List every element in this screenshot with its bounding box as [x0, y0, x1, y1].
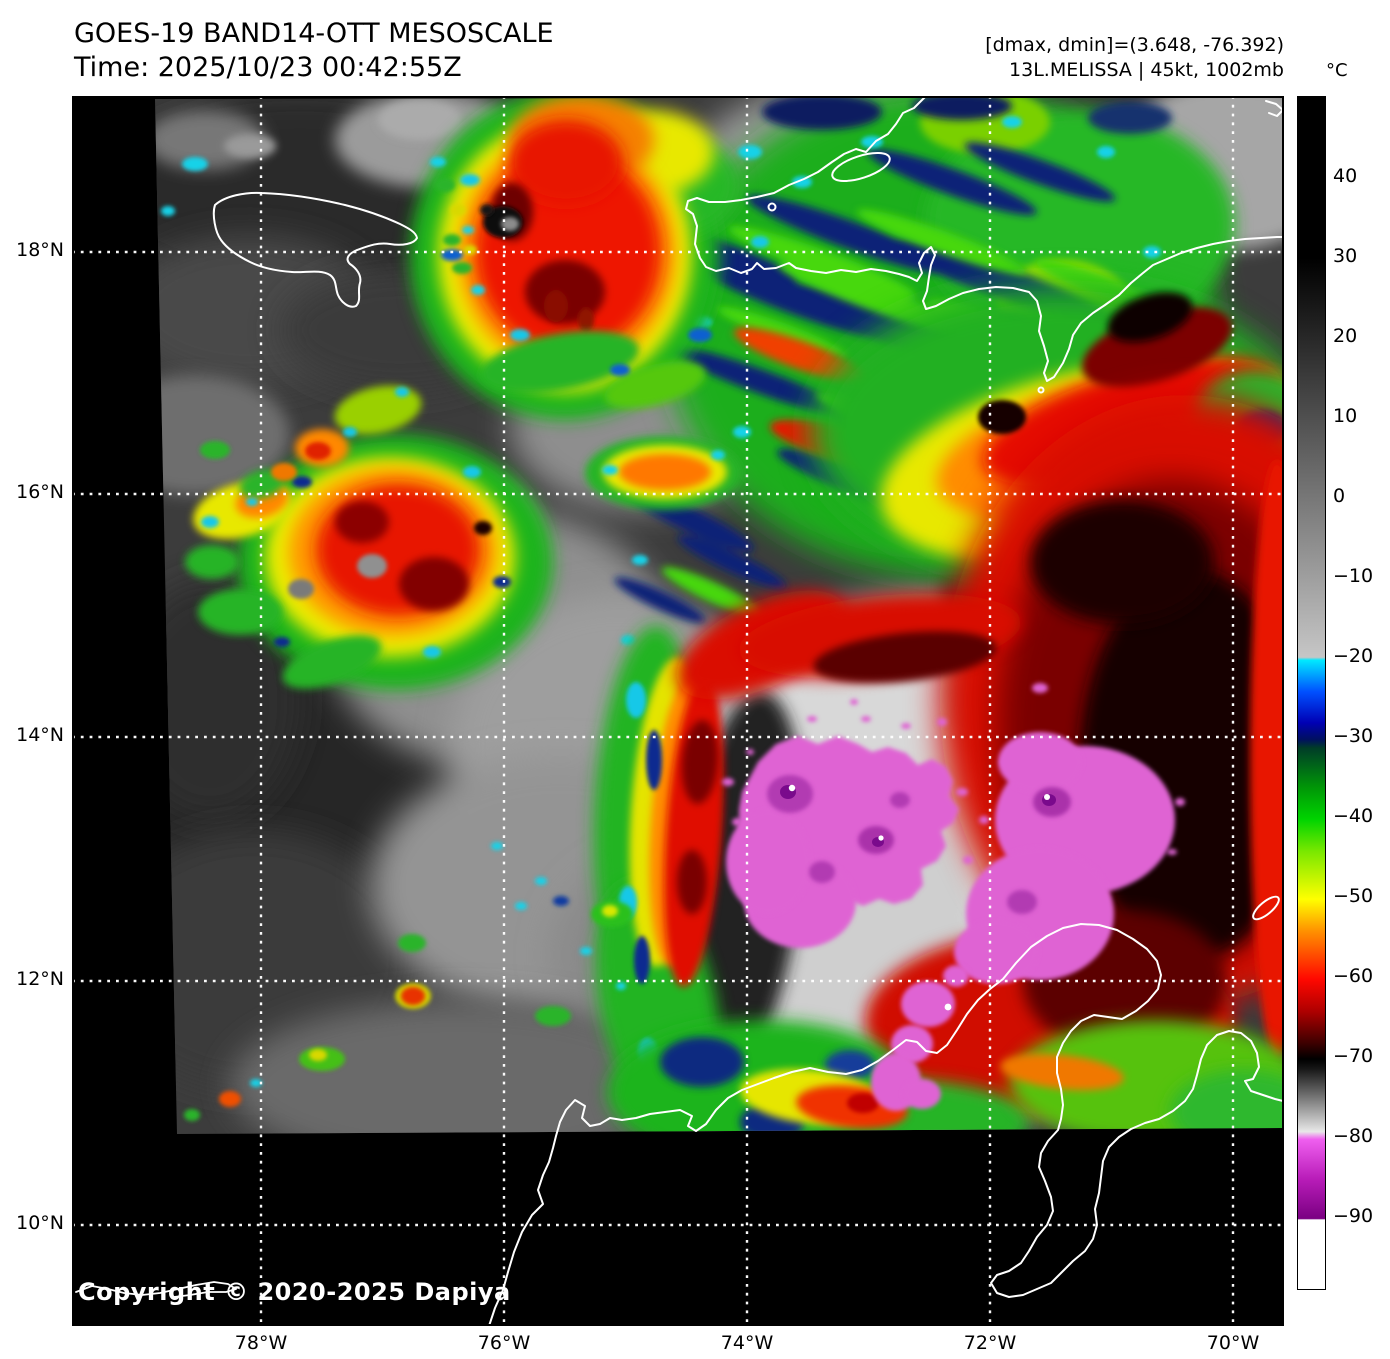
lon-label-70w: 70°W: [1206, 1332, 1260, 1354]
coastline-islet: [767, 202, 777, 212]
lon-label-76w: 76°W: [477, 1332, 531, 1354]
colorbar-tick-40: 40: [1333, 165, 1358, 187]
coastlines: [75, 96, 1284, 1326]
colorbar-tick-m10: −10: [1333, 565, 1374, 587]
cold-ring-south: [607, 1020, 1283, 1134]
colorbar-tick-m50: −50: [1333, 885, 1374, 907]
coastline-aruba: [1252, 895, 1280, 921]
scattered-cells: [161, 157, 633, 1121]
coastline-beata-islet: [1037, 386, 1045, 394]
lat-label-10n: 10°N: [16, 1212, 64, 1234]
colorbar: [1297, 96, 1326, 1290]
copyright-watermark: Copyright © 2020-2025 Dapiya: [78, 1278, 511, 1306]
lat-label-12n: 12°N: [16, 968, 64, 990]
coastline-south-america: [488, 923, 1284, 1326]
lat-label-14n: 14°N: [16, 724, 64, 746]
colorbar-tick-10: 10: [1333, 405, 1358, 427]
small-cell-chain: [200, 385, 422, 506]
lat-label-18n: 18°N: [16, 239, 64, 261]
lon-label-78w: 78°W: [234, 1332, 288, 1354]
colorbar-tick-0: 0: [1333, 485, 1346, 507]
coastline-hispaniola: [685, 96, 1284, 382]
storm-info-annotation: 13L.MELISSA | 45kt, 1002mb: [1009, 59, 1284, 81]
timestamp: Time: 2025/10/23 00:42:55Z: [74, 52, 462, 83]
convective-complex-north: [410, 97, 769, 420]
lat-label-16n: 16°N: [16, 481, 64, 503]
page-title: GOES-19 BAND14-OTT MESOSCALE: [74, 18, 554, 49]
coastline-panama: [75, 1281, 237, 1298]
satellite-map: [72, 96, 1284, 1326]
data-range-annotation: [dmax, dmin]=(3.648, -76.392): [985, 34, 1284, 56]
coastline-gonave-island: [831, 152, 891, 182]
colorbar-tick-30: 30: [1333, 245, 1358, 267]
lon-label-72w: 72°W: [963, 1332, 1017, 1354]
colorbar-tick-20: 20: [1333, 325, 1358, 347]
colorbar-tick-m60: −60: [1333, 965, 1374, 987]
cold-ring-west: [585, 436, 1022, 1128]
graticule-gridlines: [72, 96, 1284, 1326]
convective-complex-west: [185, 434, 553, 690]
colorbar-tick-m90: −90: [1333, 1205, 1374, 1227]
colorbar-tick-m70: −70: [1333, 1045, 1374, 1067]
colorbar-tick-m20: −20: [1333, 645, 1374, 667]
colorbar-tick-m80: −80: [1333, 1125, 1374, 1147]
colorbar-tick-m40: −40: [1333, 805, 1374, 827]
colorbar-unit-label: °C: [1326, 60, 1348, 81]
colorbar-tick-m30: −30: [1333, 725, 1374, 747]
lon-label-74w: 74°W: [720, 1332, 774, 1354]
map-frame: [72, 96, 1284, 1326]
coastline-jamaica: [212, 191, 418, 308]
